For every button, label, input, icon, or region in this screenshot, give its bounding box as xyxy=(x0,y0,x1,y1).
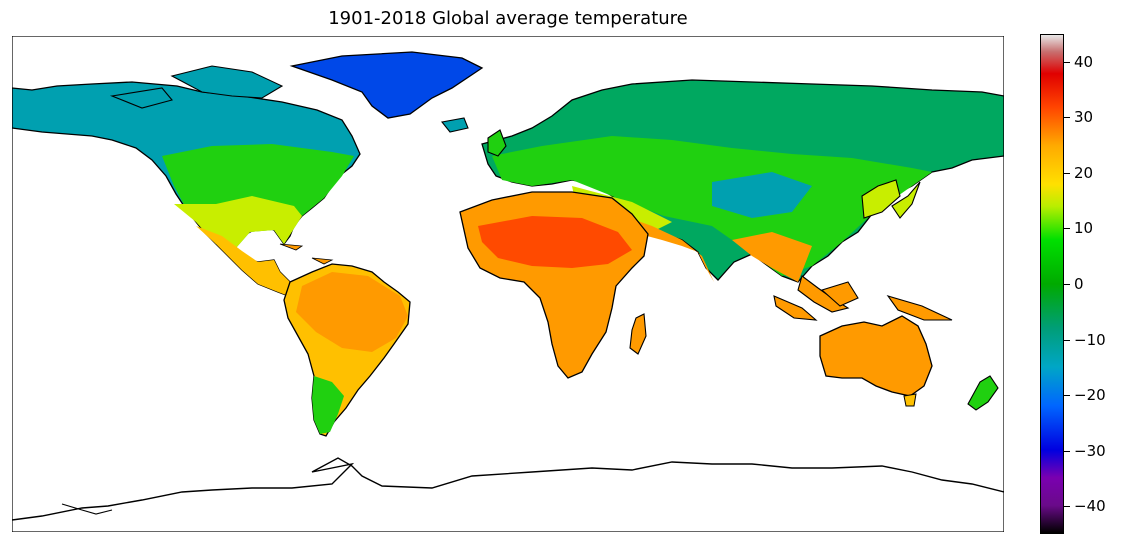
caribbean xyxy=(279,243,334,265)
colorbar-tick-label: 30 xyxy=(1074,108,1094,127)
indonesia xyxy=(773,281,953,321)
japan xyxy=(891,181,921,219)
colorbar-tick xyxy=(1064,228,1070,230)
colorbar-tick-label: 20 xyxy=(1074,163,1094,182)
south-america xyxy=(283,263,411,437)
australia xyxy=(819,315,933,397)
colorbar-tick xyxy=(1064,117,1070,119)
colorbar-tick-label: −30 xyxy=(1074,441,1106,460)
madagascar xyxy=(629,313,647,355)
colorbar-tick-label: −20 xyxy=(1074,386,1106,405)
antarctica-outline xyxy=(12,457,1004,521)
colorbar-tick xyxy=(1064,172,1070,174)
colorbar-tick-label: −10 xyxy=(1074,330,1106,349)
colorbar-tick-label: 40 xyxy=(1074,52,1094,71)
colorbar-tick xyxy=(1064,61,1070,63)
world-temperature-map xyxy=(12,36,1004,532)
colorbar-tick xyxy=(1064,450,1070,452)
temperature-colorbar xyxy=(1040,34,1064,534)
colorbar-tick-label: 0 xyxy=(1074,275,1084,293)
antarctica-ice-shelf xyxy=(61,503,113,515)
british-isles xyxy=(487,129,507,157)
iceland xyxy=(440,117,469,133)
colorbar-tick xyxy=(1064,284,1070,285)
tasmania xyxy=(903,393,917,407)
africa xyxy=(459,191,649,379)
colorbar-tick xyxy=(1064,506,1070,508)
north-america xyxy=(12,65,361,303)
map-title: 1901-2018 Global average temperature xyxy=(328,8,688,29)
colorbar-tick xyxy=(1064,395,1070,397)
greenland xyxy=(289,51,484,119)
colorbar-tick xyxy=(1064,339,1070,341)
colorbar-tick-label: 10 xyxy=(1074,219,1094,238)
colorbar-tick-label: −40 xyxy=(1074,497,1106,516)
new-zealand xyxy=(967,375,999,411)
